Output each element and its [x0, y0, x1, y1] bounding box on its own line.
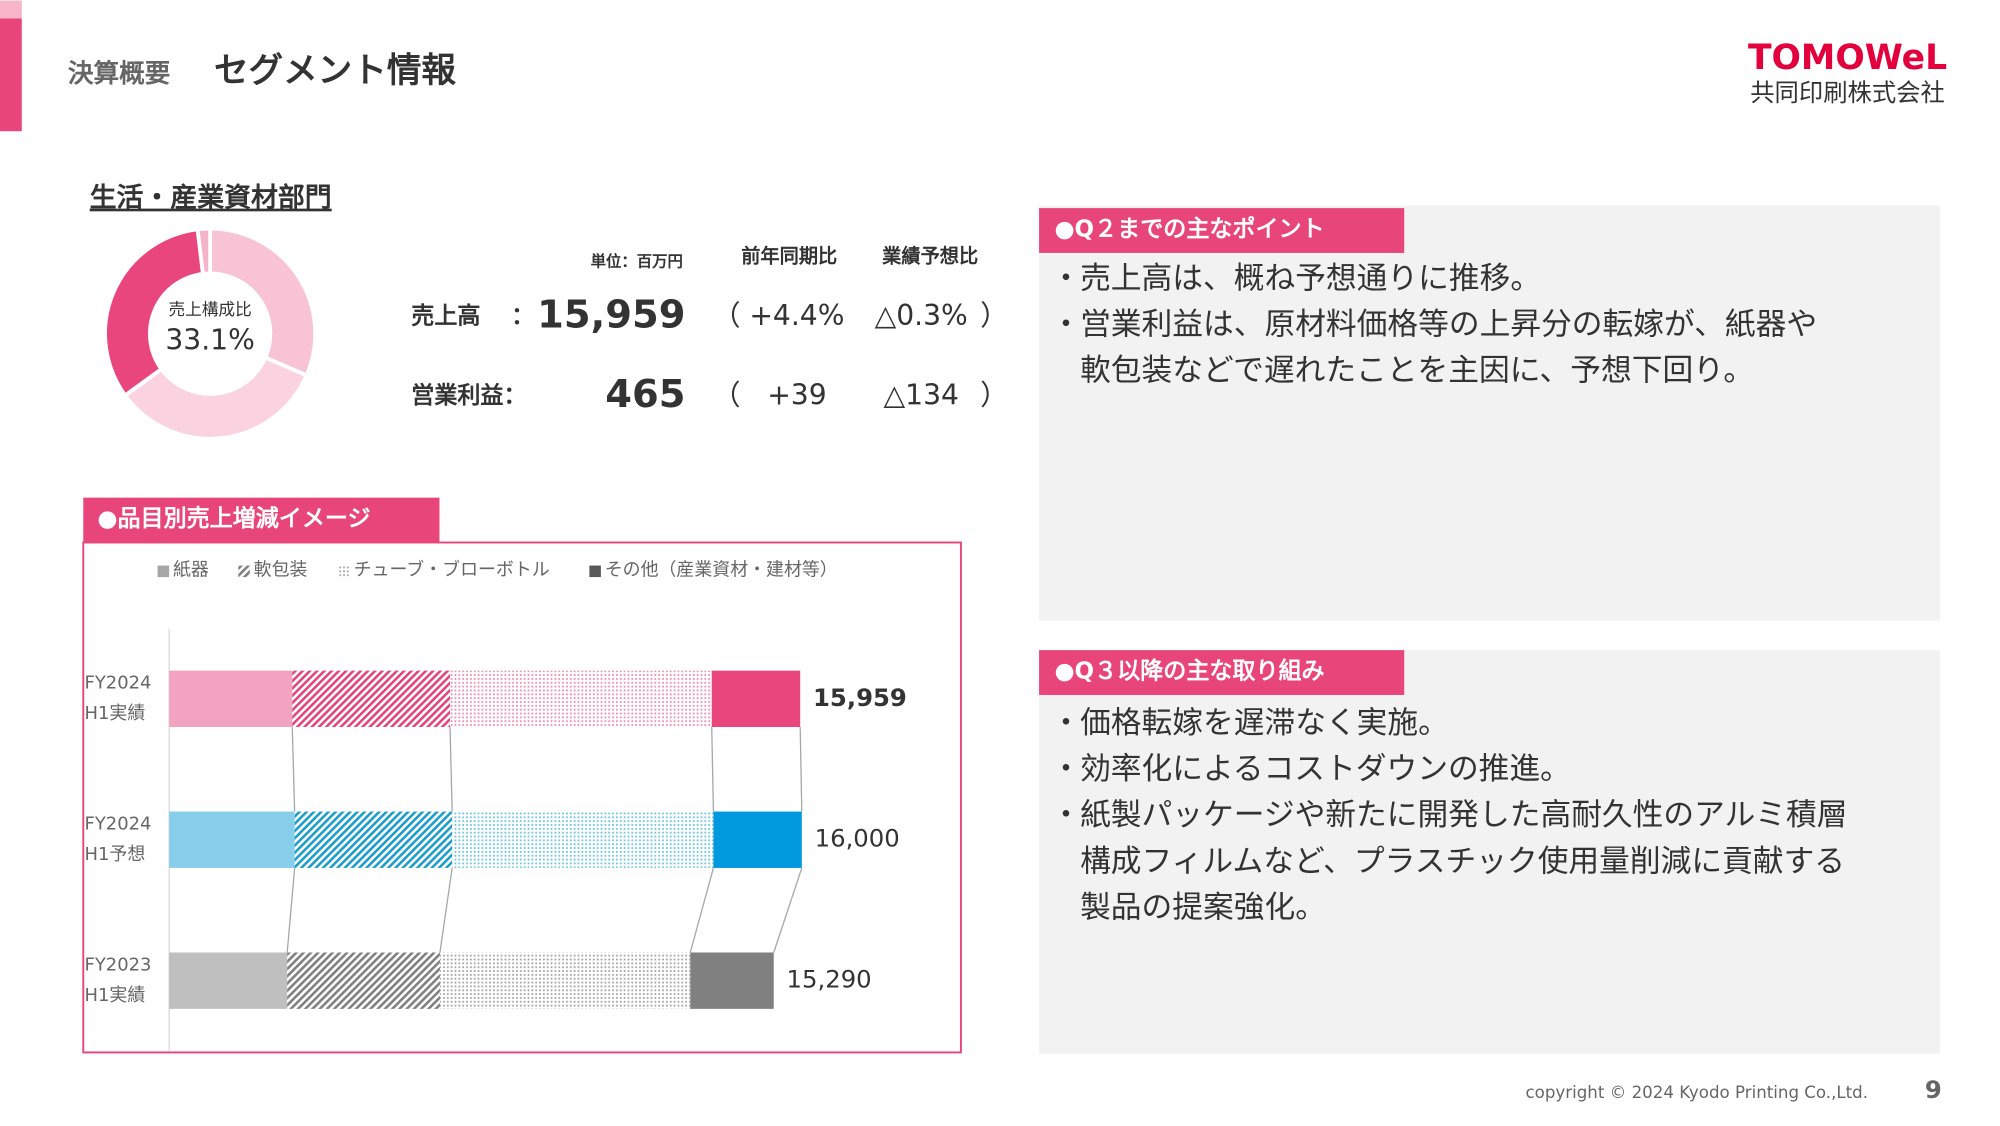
- bar-segment: [690, 952, 774, 1009]
- kpi-paren: ）: [980, 299, 1008, 332]
- bar-segment: [450, 670, 712, 727]
- category-label: FY2023: [85, 954, 152, 975]
- chart-title: ●品目別売上増減イメージ: [97, 505, 370, 532]
- kpi-column: 業績予想比: [881, 244, 978, 267]
- bullet-text: 構成フィルムなど、プラスチック使用量削減に貢献する: [1080, 843, 1845, 879]
- legend-marker: [338, 565, 350, 578]
- category-label: H1予想: [85, 844, 146, 865]
- bar-segment: [452, 811, 714, 868]
- connector-line: [711, 726, 715, 812]
- accent-bar: [0, 18, 22, 132]
- connector-line: [689, 867, 715, 953]
- connector-line: [286, 867, 296, 953]
- bar-segment: [711, 670, 801, 727]
- legend-label: 軟包装: [254, 560, 308, 581]
- bullet-mark: ・: [1051, 260, 1082, 296]
- total-label: 16,000: [815, 824, 900, 853]
- donut-segment: [122, 355, 310, 441]
- category-label: H1実績: [85, 985, 146, 1006]
- bullet-mark: ・: [1051, 705, 1082, 741]
- bar-segment: [287, 952, 440, 1009]
- category-label: H1実績: [85, 703, 146, 724]
- panel-title: ●Q２までの主なポイント: [1054, 215, 1324, 242]
- logo: TOMOWeL: [1748, 38, 1947, 78]
- panel-title: ●Q３以降の主な取り組み: [1054, 657, 1324, 684]
- panel: [1039, 205, 1940, 621]
- kpi-paren: （: [712, 378, 740, 411]
- connector-line: [291, 726, 296, 812]
- chart-tab: [83, 497, 440, 543]
- category-label: FY2024: [85, 813, 152, 834]
- kpi-column: 前年同期比: [741, 244, 837, 267]
- kpi-vs-forecast: △134: [883, 378, 958, 411]
- kpi-paren: （: [712, 299, 740, 332]
- company-name: 共同印刷株式会社: [1750, 78, 1945, 107]
- bullet-text: 製品の提案強化。: [1080, 889, 1326, 925]
- bar-segment: [294, 811, 453, 868]
- donut-center-label: 売上構成比: [169, 300, 252, 319]
- kpi-vs-forecast: △0.3%: [875, 299, 968, 332]
- bullet-text: 価格転嫁を遅滞なく実施。: [1080, 705, 1449, 741]
- kpi-value: 465: [605, 372, 685, 417]
- connector-line: [799, 726, 803, 812]
- panel: [1039, 650, 1940, 1054]
- panel-tab: [1039, 650, 1405, 695]
- bullet-text: 効率化によるコストダウンの推進。: [1080, 751, 1571, 787]
- donut-segment: [195, 226, 213, 277]
- connector-line: [439, 867, 453, 953]
- donut-value-label: 33.1%: [165, 323, 255, 356]
- kpi-label: 売上高: [411, 303, 480, 330]
- kpi-yoy: +4.4%: [749, 299, 844, 332]
- bar-segment: [169, 952, 288, 1009]
- legend-label: 紙器: [173, 560, 209, 581]
- bar-segment: [169, 811, 295, 868]
- bar-segment: [292, 670, 451, 727]
- legend-marker: [589, 565, 601, 578]
- kpi-colon: ：: [511, 304, 534, 330]
- copyright: copyright © 2024 Kyodo Printing Co.,Ltd.: [1526, 1083, 1869, 1102]
- bullet-mark: ・: [1051, 751, 1082, 787]
- page-number: 9: [1925, 1075, 1942, 1104]
- header-category: 決算概要: [68, 58, 170, 89]
- section-title: 生活・産業資材部門: [90, 182, 332, 214]
- legend-label: その他（産業資材・建材等）: [605, 560, 838, 581]
- total-label: 15,959: [813, 683, 907, 712]
- legend-marker: [238, 565, 250, 578]
- accent-top: [0, 0, 22, 19]
- header-title: セグメント情報: [214, 51, 456, 91]
- bullet-text: 軟包装などで遅れたことを主因に、予想下回り。: [1080, 353, 1754, 389]
- kpi-label: 営業利益：: [411, 382, 526, 409]
- total-label: 15,290: [787, 965, 872, 994]
- bar-segment: [713, 811, 802, 868]
- bar-segment: [169, 670, 293, 727]
- bullet-mark: ・: [1051, 306, 1082, 342]
- connector-line: [449, 726, 453, 812]
- category-label: FY2024: [85, 672, 152, 693]
- kpi-yoy: +39: [767, 378, 826, 411]
- bullet-text: 営業利益は、原材料価格等の上昇分の転嫁が、紙器や: [1080, 306, 1817, 342]
- connector-line: [773, 867, 803, 953]
- bullet-text: 紙製パッケージや新たに開発した高耐久性のアルミ積層: [1080, 797, 1847, 833]
- legend-marker: [157, 565, 170, 578]
- panel-tab: [1039, 208, 1405, 253]
- bar-segment: [439, 952, 691, 1009]
- donut-segment: [103, 227, 206, 399]
- bullet-text: 売上高は、概ね予想通りに推移。: [1080, 260, 1541, 296]
- bullet-mark: ・: [1051, 797, 1082, 833]
- kpi-paren: ）: [980, 378, 1008, 411]
- legend-label: チューブ・ブローボトル: [354, 559, 550, 581]
- donut-segment: [208, 226, 318, 378]
- kpi-value: 15,959: [537, 293, 685, 338]
- kpi-unit: 単位：百万円: [591, 251, 683, 270]
